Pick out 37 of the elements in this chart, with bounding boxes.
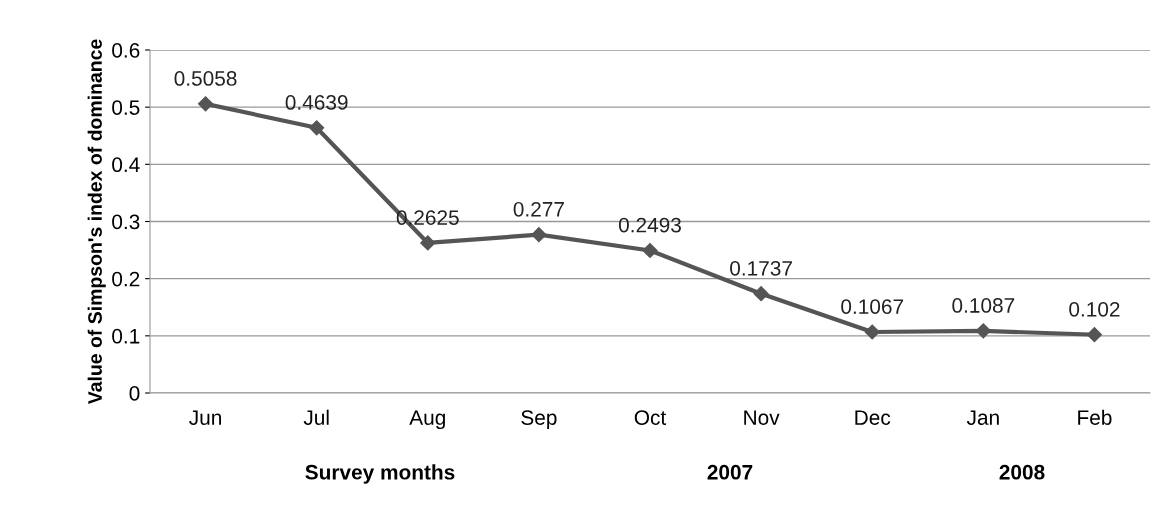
point xyxy=(309,120,325,136)
y-tick-label: 0.4 xyxy=(112,157,140,173)
y-tick-label: 0.6 xyxy=(112,43,140,58)
x-tick-label: Jan xyxy=(966,410,999,425)
point xyxy=(753,286,769,302)
text: 2008 xyxy=(999,464,1045,480)
data-label: 0.2493 xyxy=(618,217,681,233)
y-tick-label: 0.3 xyxy=(112,214,140,230)
x-tick-label: Nov xyxy=(744,410,780,425)
data-label: 0.1067 xyxy=(841,299,904,314)
point xyxy=(197,96,214,112)
y-tick-label: 0.1 xyxy=(112,328,140,344)
y-axis-title: Value of Simpson's index of dominance xyxy=(87,39,106,405)
y-tick-label: 0.5 xyxy=(112,100,140,115)
data-label: 0.102 xyxy=(1069,301,1120,317)
point xyxy=(975,323,991,339)
x-tick-label: Sep xyxy=(521,410,557,430)
point xyxy=(1086,327,1103,343)
data-label: 0.1087 xyxy=(952,298,1015,313)
point xyxy=(420,235,436,251)
data-label: 0.4639 xyxy=(285,95,348,110)
x-tick-label: Feb xyxy=(1078,409,1112,425)
y-tick-label: 0.2 xyxy=(112,271,140,287)
x-tick-label: Oct xyxy=(634,410,667,425)
x-tick-label: Jul xyxy=(303,409,329,425)
point xyxy=(531,227,547,243)
point xyxy=(642,242,658,259)
data-label: 0.1737 xyxy=(730,260,792,276)
x-tick-label: Jun xyxy=(189,410,221,425)
text: 2007 xyxy=(707,464,753,480)
x-tick-label: Dec xyxy=(855,410,891,425)
x-tick-label: Aug xyxy=(409,410,445,430)
point xyxy=(864,324,880,340)
data-label: 0.277 xyxy=(513,201,564,217)
data-label: 0.5058 xyxy=(174,71,237,86)
x-axis-title: Survey months xyxy=(305,464,455,484)
y-tick-label: 0 xyxy=(129,386,140,401)
